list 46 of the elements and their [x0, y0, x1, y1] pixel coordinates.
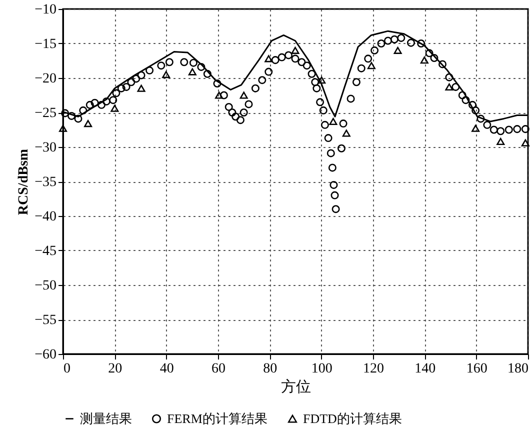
x-tick-label: 180: [508, 362, 528, 376]
x-tick-label: 80: [263, 362, 278, 376]
point: [264, 55, 273, 62]
point: [394, 46, 402, 54]
y-tick-label: −60: [34, 348, 56, 362]
point: [291, 46, 300, 54]
point: [240, 92, 248, 99]
y-tick-label: −20: [34, 72, 56, 86]
point: [420, 56, 428, 64]
point: [84, 120, 92, 128]
y-tick-label: −35: [34, 175, 56, 190]
legend-label: FERM的计算结果: [167, 410, 268, 426]
x-tick-label: 120: [363, 362, 384, 376]
point: [472, 124, 480, 132]
y-tick-label: −40: [34, 210, 56, 224]
y-tick-label: −55: [34, 313, 56, 328]
legend-label: FDTD的计算结果: [303, 410, 402, 426]
point: [162, 70, 170, 78]
x-tick-label: 0: [64, 362, 70, 376]
y-tick-label: −50: [34, 278, 56, 294]
point: [521, 139, 530, 146]
point: [496, 138, 505, 146]
x-axis-title: 方位: [281, 378, 311, 396]
x-tick-label: 160: [466, 362, 488, 376]
y-tick-label: −10: [34, 2, 56, 18]
x-tick-label: 20: [108, 362, 122, 376]
point: [58, 124, 68, 132]
x-tick-label: 60: [212, 362, 226, 376]
point: [215, 92, 224, 99]
point: [137, 84, 146, 92]
point: [110, 104, 119, 112]
x-tick-label: 40: [160, 362, 174, 376]
point: [445, 83, 454, 91]
point: [342, 130, 350, 137]
point: [318, 76, 326, 84]
point: [188, 68, 196, 76]
point: [329, 118, 338, 126]
point: [367, 62, 376, 70]
y-axis-title: RCS/dBsm: [16, 148, 32, 216]
y-tick-label: −45: [34, 244, 56, 259]
y-tick-label: −25: [34, 106, 56, 121]
x-tick-label: 100: [311, 362, 332, 376]
x-tick-label: 140: [414, 362, 436, 376]
y-tick-label: −15: [34, 37, 56, 52]
legend-label: 测量结果: [80, 410, 132, 426]
y-tick-label: −30: [34, 140, 56, 156]
